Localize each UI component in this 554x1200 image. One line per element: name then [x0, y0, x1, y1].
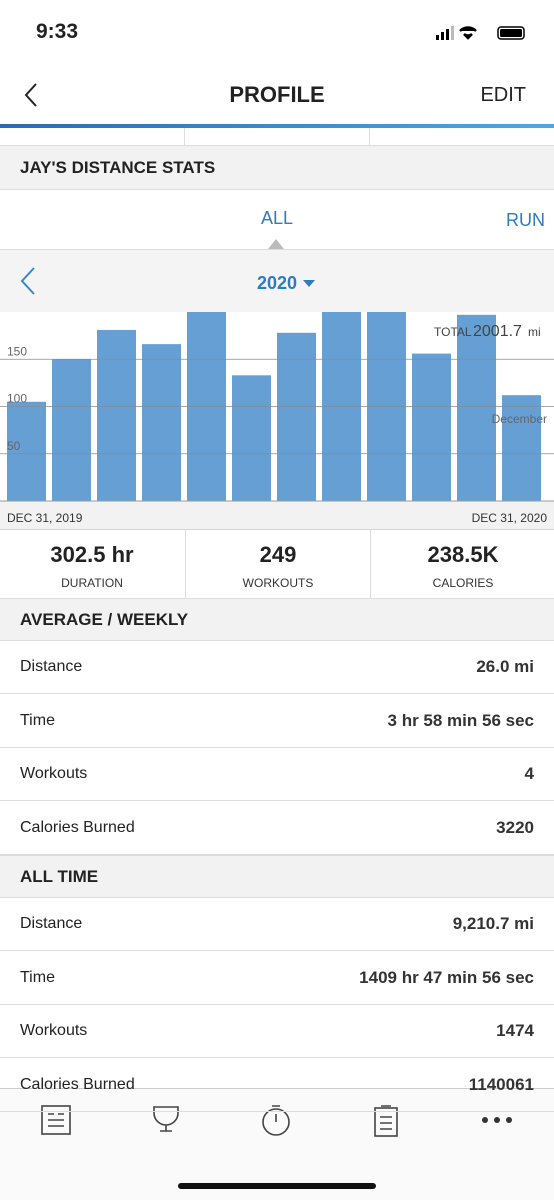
chart: 50 100 150 TOTAL 2001.7 mi December DEC 31, 201… — [0, 312, 554, 530]
back-button[interactable] — [22, 82, 42, 108]
trophy-icon[interactable] — [153, 1106, 179, 1132]
row-label: Distance — [20, 915, 83, 932]
tab-indicator — [268, 239, 284, 249]
year-bar — [0, 249, 554, 313]
timer-icon[interactable] — [262, 1108, 290, 1136]
bar — [412, 353, 451, 501]
home-indicator — [178, 1183, 376, 1189]
row-value: 1140061 — [468, 1074, 534, 1094]
stat-row: Time 1409 hr 47 min 56 sec — [0, 952, 554, 1005]
row-value: 26.0 mi — [476, 657, 534, 676]
summary-stat: 249 WORKOUTS — [185, 530, 370, 598]
summary-value: 238.5K — [427, 542, 499, 567]
row-label: Time — [20, 711, 55, 729]
y-tick-label: 150 — [7, 344, 27, 358]
tab-bar — [0, 1088, 554, 1200]
plan-icon[interactable] — [374, 1107, 398, 1137]
row-value: 4 — [524, 764, 534, 783]
header-bar — [0, 124, 554, 128]
annotation: December — [492, 412, 547, 426]
tab-all[interactable]: ALL — [260, 208, 294, 228]
page-title: PROFILE — [229, 82, 325, 107]
row-label: Calories Burned — [20, 818, 135, 836]
stat-row: Distance 9,210.7 mi — [0, 898, 554, 951]
row-label: Time — [20, 968, 55, 986]
bar — [232, 375, 271, 501]
y-tick-label: 100 — [7, 392, 27, 406]
summary-value: 249 — [259, 542, 297, 567]
row-value: 3 hr 58 min 56 sec — [387, 710, 534, 730]
bar — [97, 329, 136, 501]
summary-stat: 238.5K CALORIES — [370, 530, 554, 598]
x-start-label: DEC 31, 2019 — [7, 511, 83, 525]
bar — [277, 332, 316, 501]
total-label: TOTAL — [434, 325, 472, 339]
divider — [184, 128, 185, 145]
status-time: 9:33 — [36, 20, 79, 43]
bar — [142, 344, 181, 501]
edit-button[interactable]: EDIT — [480, 84, 526, 106]
row-value: 3220 — [496, 817, 534, 837]
stat-row: Workouts 1474 — [0, 1005, 554, 1058]
section-header: ALL TIME — [0, 855, 554, 898]
summary-label: CALORIES — [432, 576, 494, 590]
total-unit: mi — [528, 325, 541, 339]
row-label: Workouts — [20, 765, 88, 782]
date-bar — [0, 501, 554, 530]
section-header: JAY'S DISTANCE STATS — [0, 145, 554, 190]
x-end-label: DEC 31, 2020 — [472, 511, 548, 525]
row-value: 1409 hr 47 min 56 sec — [359, 967, 534, 987]
bar — [52, 359, 91, 501]
row-label: Workouts — [20, 1022, 88, 1039]
tab-run[interactable]: RUN — [506, 210, 545, 230]
summary-value: 302.5 hr — [50, 542, 134, 567]
year-selector[interactable]: 2020 — [257, 273, 298, 293]
stat-row: Distance 26.0 mi — [0, 641, 554, 694]
row-label: Distance — [20, 658, 83, 675]
summary-label: WORKOUTS — [242, 576, 314, 590]
bar — [7, 401, 46, 501]
tab-icons — [41, 1105, 512, 1189]
stat-row: Calories Burned 3220 — [0, 802, 554, 855]
feed-icon[interactable] — [41, 1105, 71, 1135]
summary-stat: 302.5 hr DURATION — [0, 530, 184, 598]
total-value: 2001.7 — [473, 323, 522, 340]
stat-row: Workouts 4 — [0, 748, 554, 801]
bar — [457, 314, 496, 501]
prev-year[interactable] — [18, 266, 38, 296]
stat-row: Time 3 hr 58 min 56 sec — [0, 695, 554, 748]
status-icons — [436, 26, 525, 40]
dropdown-arrow — [303, 280, 315, 287]
row-value: 1474 — [496, 1021, 534, 1040]
more-icon[interactable] — [482, 1117, 512, 1123]
summary-label: DURATION — [61, 576, 123, 590]
stat-row: Calories Burned 1140061 — [0, 1059, 554, 1112]
section-header: AVERAGE / WEEKLY — [0, 598, 554, 641]
divider — [369, 128, 370, 145]
row-label: Calories Burned — [20, 1075, 135, 1093]
bar — [502, 395, 541, 501]
row-value: 9,210.7 mi — [452, 914, 534, 933]
y-tick-label: 50 — [7, 439, 21, 453]
